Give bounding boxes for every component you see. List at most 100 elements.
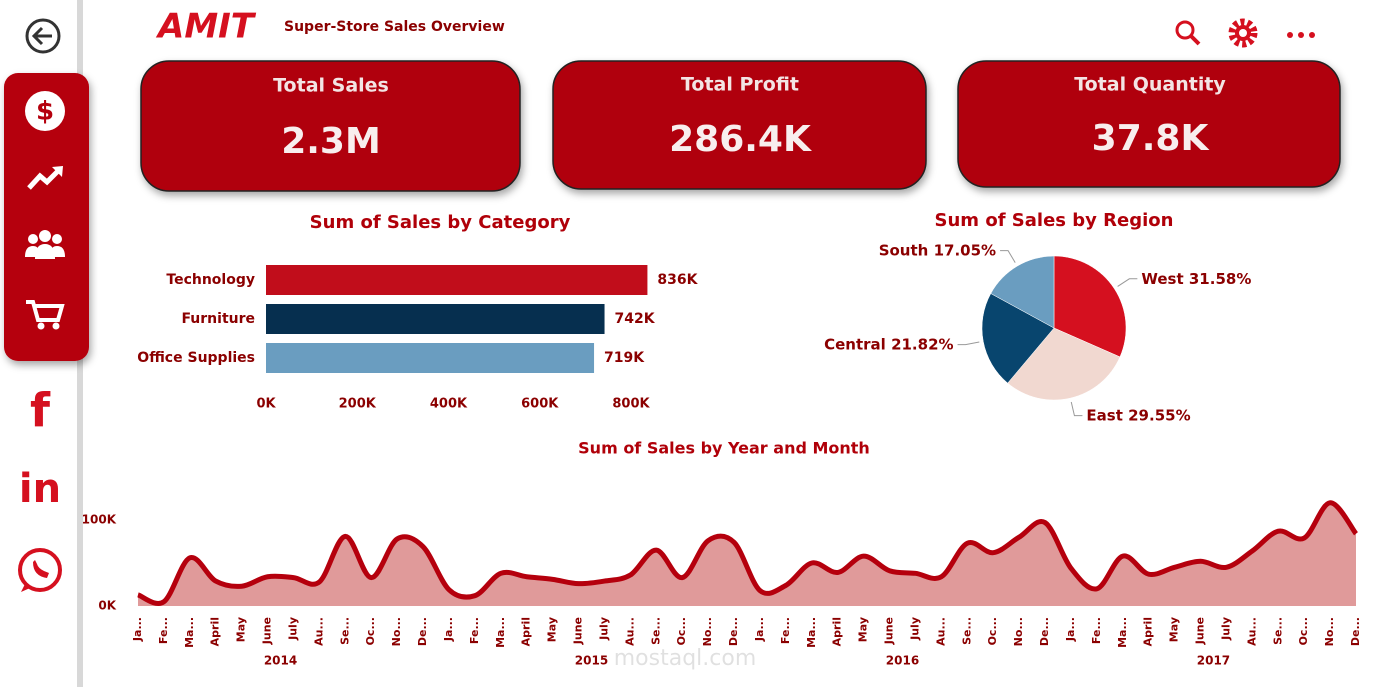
page-title: Super-Store Sales Overview xyxy=(284,19,505,35)
x-tick-label: Ma... xyxy=(1116,617,1129,648)
nav-customers[interactable] xyxy=(25,230,65,259)
x-tick-label: Ja... xyxy=(131,617,144,642)
x-tick-label: Fe... xyxy=(468,617,481,644)
slice-label: East 29.55% xyxy=(1086,406,1190,424)
x-tick-label: April xyxy=(1142,617,1155,646)
slice-category: West xyxy=(1141,269,1183,287)
slice-category: Central xyxy=(824,335,886,353)
slice-value: 21.82% xyxy=(891,335,953,353)
chart-title: Sum of Sales by Region xyxy=(935,210,1174,231)
x-tick-label: Ma... xyxy=(494,617,507,648)
y-tick-label: 100K xyxy=(82,513,117,527)
kpi-label: Total Quantity xyxy=(1074,74,1226,96)
x-tick-label: June xyxy=(572,617,585,645)
y-tick-label: 0K xyxy=(98,599,116,613)
chart-title: Sum of Sales by Category xyxy=(310,212,571,233)
x-tick-label: Au... xyxy=(623,617,636,646)
x-tick-label: 400K xyxy=(430,397,468,412)
x-tick-label: Ma... xyxy=(183,617,196,648)
x-tick-label: No... xyxy=(390,617,403,646)
nav-sales[interactable]: $ xyxy=(25,91,65,131)
x-tick-label: May xyxy=(235,617,248,642)
nav-panel xyxy=(4,73,89,361)
category-label: Furniture xyxy=(181,311,255,327)
x-tick-label: De... xyxy=(416,617,429,646)
slice-value: 17.05% xyxy=(934,241,996,259)
x-tick-label: Au... xyxy=(1245,617,1258,646)
nav-cart[interactable] xyxy=(26,300,65,330)
x-tick-label: Fe... xyxy=(779,617,792,644)
year-label: 2014 xyxy=(264,654,297,668)
bar xyxy=(266,343,595,373)
leader-line xyxy=(1117,278,1138,287)
kpi-label: Total Profit xyxy=(681,74,799,96)
x-tick-label: May xyxy=(1168,617,1181,642)
x-tick-label: Oc... xyxy=(364,617,377,645)
slice-value: 31.58% xyxy=(1189,269,1251,287)
pie-slice xyxy=(1007,327,1121,401)
category-label: Technology xyxy=(166,272,255,288)
bar xyxy=(266,265,648,295)
more-button[interactable] xyxy=(1287,32,1315,38)
kpi-label: Total Sales xyxy=(273,75,389,97)
x-tick-label: 200K xyxy=(339,397,377,412)
x-tick-label: Au... xyxy=(934,617,947,646)
whatsapp-icon[interactable] xyxy=(18,548,62,592)
x-tick-label: June xyxy=(1194,617,1207,645)
x-tick-label: Oc... xyxy=(986,617,999,645)
slice-label: Central 21.82% xyxy=(824,335,953,353)
x-tick-label: Fe... xyxy=(157,617,170,644)
leader-line xyxy=(1000,250,1016,263)
x-tick-label: De... xyxy=(1038,617,1051,646)
x-tick-label: No... xyxy=(1323,617,1336,646)
x-tick-label: Se... xyxy=(960,617,973,645)
x-tick-label: No... xyxy=(1012,617,1025,646)
x-tick-label: Se... xyxy=(338,617,351,645)
slice-label: South 17.05% xyxy=(879,241,996,259)
x-tick-label: Se... xyxy=(649,617,662,645)
kpi-card: Total Profit 286.4K xyxy=(552,60,927,190)
x-tick-label: May xyxy=(857,617,870,642)
x-tick-label: June xyxy=(261,617,274,645)
kpi-value: 2.3M xyxy=(281,121,381,162)
slice-label: West 31.58% xyxy=(1141,269,1251,287)
x-tick-label: July xyxy=(908,617,921,641)
x-tick-label: July xyxy=(286,617,299,641)
nav-trend[interactable] xyxy=(27,166,63,190)
kpi-value: 286.4K xyxy=(669,119,812,160)
value-label: 836K xyxy=(657,272,698,288)
kpi-card: Total Quantity 37.8K xyxy=(957,60,1341,188)
slice-category: East xyxy=(1086,406,1122,424)
category-label: Office Supplies xyxy=(137,350,255,366)
year-label: 2015 xyxy=(575,654,608,668)
x-tick-label: Ma... xyxy=(805,617,818,648)
leader-line xyxy=(957,341,980,346)
x-tick-label: Oc... xyxy=(675,617,688,645)
x-tick-label: Se... xyxy=(1271,617,1284,645)
x-tick-label: April xyxy=(831,617,844,646)
linkedin-icon[interactable]: in xyxy=(19,466,61,512)
x-tick-label: Au... xyxy=(312,617,325,646)
x-tick-label: De... xyxy=(1349,617,1362,646)
value-label: 742K xyxy=(615,311,656,327)
back-button[interactable] xyxy=(25,18,61,54)
x-tick-label: Ja... xyxy=(442,617,455,642)
svg-text:$: $ xyxy=(36,97,54,127)
pie-slice xyxy=(981,293,1055,384)
line xyxy=(137,500,1359,606)
settings-button[interactable] xyxy=(1228,18,1258,48)
facebook-icon[interactable]: f xyxy=(30,384,51,438)
area-fill xyxy=(138,502,1356,606)
search-button[interactable] xyxy=(1175,20,1201,46)
x-tick-label: April xyxy=(209,617,222,646)
chart-title: Sum of Sales by Year and Month xyxy=(578,439,870,458)
slice-value: 29.55% xyxy=(1128,406,1190,424)
year-label: 2017 xyxy=(1197,654,1230,668)
kpi-value: 37.8K xyxy=(1092,118,1210,159)
x-tick-label: April xyxy=(520,617,533,646)
x-tick-label: No... xyxy=(701,617,714,646)
x-tick-label: Oc... xyxy=(1297,617,1310,645)
pie-slice xyxy=(990,255,1055,329)
kpi-card: Total Sales 2.3M xyxy=(140,60,521,192)
